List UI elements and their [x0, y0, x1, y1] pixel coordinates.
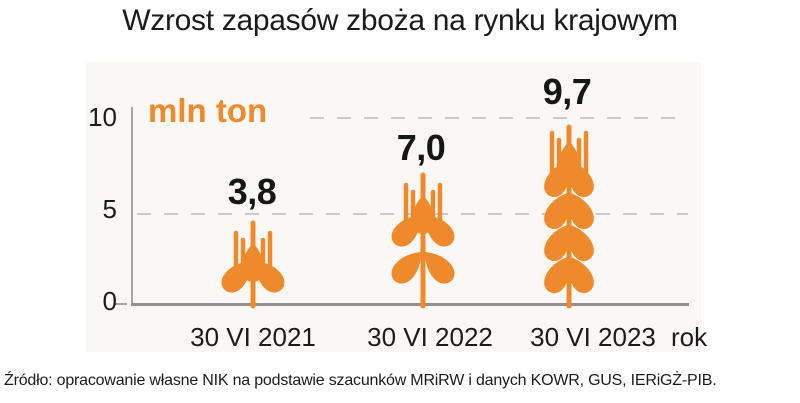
y-tick-label-0: 0	[102, 286, 117, 316]
x-axis-title: rok	[671, 322, 708, 352]
wheat-ear-small-icon	[216, 219, 290, 309]
y-tick-label-10: 10	[88, 102, 117, 132]
value-label-2021: 3,8	[227, 171, 277, 212]
y-axis-line	[131, 107, 133, 305]
y-tick-label-5: 5	[102, 194, 117, 224]
source-caption: Źródło: opracowanie własne NIK na podsta…	[4, 372, 717, 389]
x-category-label-2023: 30 VI 2023	[530, 322, 656, 352]
x-category-label-2022: 30 VI 2022	[367, 322, 493, 352]
chart-title: Wzrost zapasów zboża na rynku krajowym	[122, 4, 678, 37]
gridline-y10	[310, 117, 688, 119]
x-category-label-2021: 30 VI 2021	[190, 322, 316, 352]
value-label-2022: 7,0	[396, 127, 446, 168]
wheat-ear-large-icon	[532, 123, 606, 309]
wheat-ear-medium-icon	[377, 171, 469, 309]
value-label-2023: 9,7	[542, 71, 592, 112]
unit-label: mln ton	[148, 92, 268, 129]
y-axis-tick-zero	[114, 303, 127, 305]
x-axis-line	[131, 303, 689, 306]
